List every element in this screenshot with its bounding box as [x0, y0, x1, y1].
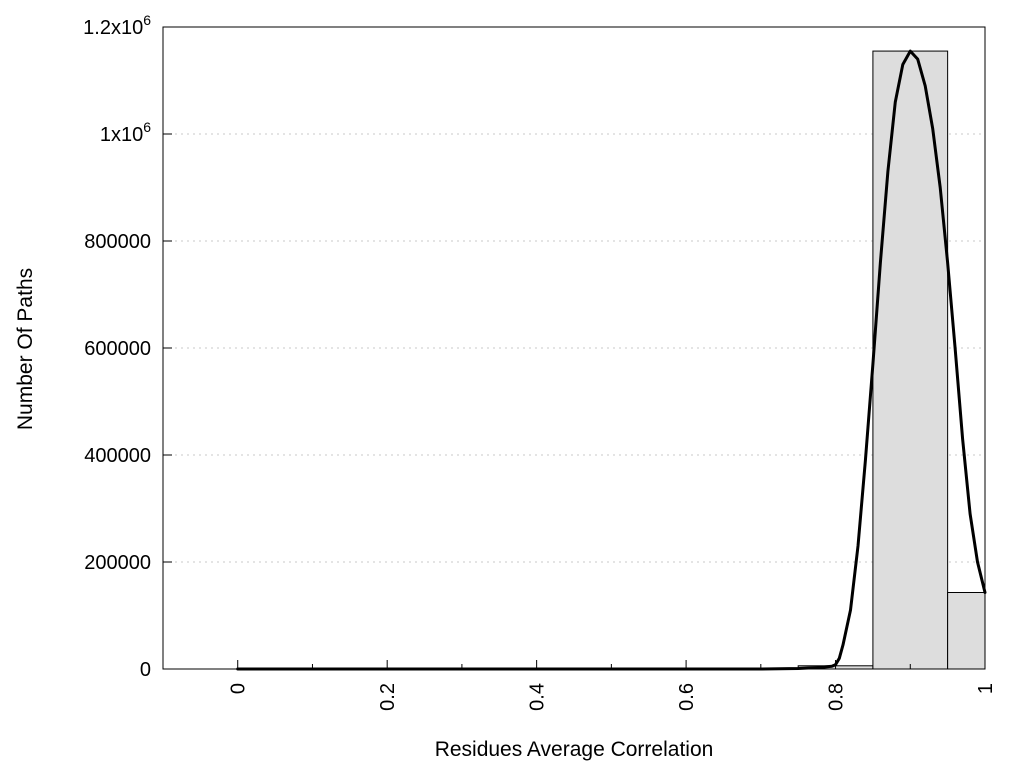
y-tick-label-5: 1x106 — [100, 119, 151, 146]
x-tick-label-4: 0.8 — [826, 683, 848, 711]
x-tick-label-1: 0.2 — [377, 683, 399, 711]
x-tick-label-5: 1 — [975, 683, 997, 694]
x-tick-label-0: 0 — [228, 683, 250, 694]
y-tick-label-3: 600000 — [84, 338, 151, 360]
y-tick-label-0: 0 — [140, 659, 151, 681]
x-tick-label-3: 0.6 — [676, 683, 698, 711]
y-tick-label-6: 1.2x106 — [83, 12, 151, 39]
histogram-bar-3 — [947, 591, 986, 670]
histogram-bar-2 — [872, 50, 949, 670]
y-tick-label-1: 200000 — [84, 552, 151, 574]
ticks-layer — [163, 26, 986, 670]
y-tick-label-2: 400000 — [84, 445, 151, 467]
grid-layer — [163, 133, 985, 563]
x-axis-title: Residues Average Correlation — [435, 738, 714, 761]
x-tick-label-2: 0.4 — [527, 683, 549, 711]
y-tick-label-4: 800000 — [84, 231, 151, 253]
y-tick-labels: 0 200000 400000 600000 800000 1x106 1.2x106 — [83, 12, 151, 681]
x-tick-labels: 0 0.2 0.4 0.6 0.8 1 — [228, 683, 997, 711]
y-axis-title: Number Of Paths — [14, 268, 37, 430]
